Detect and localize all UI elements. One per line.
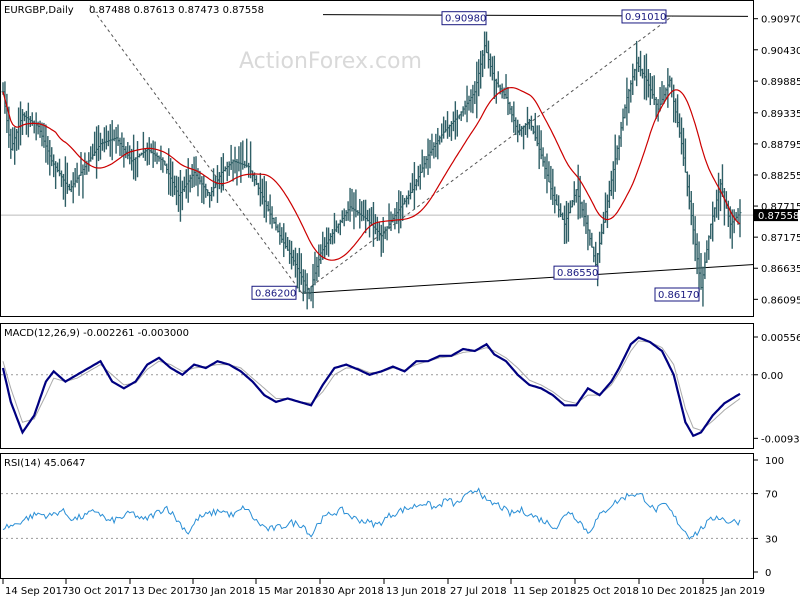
macd-panel: 0.005567 0.00 -0.00937	[1, 333, 800, 445]
price-annotations: 0.90980 0.91010 0.86200 0.86550 0.86170	[251, 9, 700, 302]
moving-average-line	[2, 86, 741, 261]
x-tick-label: 13 Jun 2018	[386, 586, 446, 597]
annotation-box	[654, 287, 700, 302]
price-ytick-label: 0.87715	[761, 202, 800, 213]
moving-average	[2, 86, 741, 261]
price-ytick-label: 0.87175	[761, 233, 800, 244]
annotation-box	[553, 265, 599, 280]
macd-ytick-label: -0.00937	[761, 434, 800, 445]
price-annotation: 0.91010	[621, 9, 667, 24]
rsi-ytick-label: 100	[765, 456, 784, 467]
bottom-support-line	[301, 263, 755, 294]
top-channel-line	[322, 14, 749, 17]
x-tick-label: 11 Sep 2018	[513, 586, 576, 597]
annotation-label: 0.86200	[255, 288, 296, 299]
annotation-label: 0.91010	[625, 12, 666, 23]
price-annotation: 0.90980	[441, 11, 487, 26]
price-y-axis: 0.90970 0.90430 0.89885 0.89335 0.88795 0.882…	[754, 15, 800, 306]
rising-dashed-trend	[301, 15, 673, 294]
macd-ytick-label: 0.005567	[761, 333, 800, 344]
price-ytick-label: 0.89335	[761, 109, 800, 120]
x-tick-label: 10 Dec 2018	[641, 586, 705, 597]
watermark: ActionForex.com	[239, 49, 422, 74]
x-tick-label: 25 Jan 2019	[705, 586, 765, 597]
chart-ohlc: 0.87488 0.87613 0.87473 0.87558	[89, 5, 264, 16]
rsi-ytick-label: 70	[765, 490, 778, 501]
x-tick-label: 14 Sep 2017	[5, 586, 68, 597]
chart-symbol: EURGBP,Daily	[4, 5, 74, 16]
annotation-label: 0.90980	[445, 14, 486, 25]
trendlines	[89, 5, 755, 294]
last-price-label: 0.87558	[758, 211, 799, 222]
price-ytick-label: 0.90430	[761, 46, 800, 57]
last-price-tag	[754, 209, 798, 222]
price-ytick-label: 0.88795	[761, 140, 800, 151]
rsi-ytick-label: 30	[765, 534, 778, 545]
macd-label: MACD(12,26,9) -0.002261 -0.003000	[4, 328, 189, 339]
price-ytick-label: 0.90970	[761, 15, 800, 26]
macd-series-macd	[1, 336, 741, 438]
annotation-label: 0.86550	[557, 268, 598, 279]
macd-series-signal	[2, 340, 741, 431]
price-ytick-label: 0.89885	[761, 77, 800, 88]
price-panel-frame	[0, 0, 754, 317]
rsi-ytick-label: 0	[765, 568, 771, 579]
price-annotation: 0.86200	[251, 285, 297, 300]
rsi-panel-frame	[0, 453, 754, 579]
x-tick-label: 13 Dec 2017	[132, 586, 196, 597]
price-ytick-label: 0.86095	[761, 295, 800, 306]
macd-panel-frame	[0, 323, 754, 449]
x-tick-label: 27 Jul 2018	[450, 586, 507, 597]
annotation-label: 0.86170	[658, 290, 699, 301]
price-annotation: 0.86170	[654, 287, 700, 302]
x-tick-label: 30 Apr 2018	[322, 586, 384, 597]
price-ytick-label: 0.86635	[761, 264, 800, 275]
x-tick-label: 30 Jan 2018	[195, 586, 255, 597]
annotation-box	[251, 285, 297, 300]
x-tick-label: 25 Oct 2018	[577, 586, 639, 597]
macd-ytick-label: 0.00	[761, 371, 783, 382]
rsi-line	[2, 487, 741, 540]
x-axis: 14 Sep 2017 30 Oct 2017 13 Dec 2017 30 Jan …	[2, 579, 765, 597]
price-ytick-label: 0.88255	[761, 171, 800, 182]
rsi-panel: 100 70 30 0	[1, 456, 784, 579]
x-tick-label: 15 Mar 2018	[258, 586, 321, 597]
rsi-label: RSI(14) 45.0647	[4, 458, 85, 469]
price-bars	[1, 31, 742, 310]
annotation-box	[621, 9, 667, 24]
annotation-box	[441, 11, 487, 26]
price-annotation: 0.86550	[553, 265, 599, 280]
x-tick-label: 30 Oct 2017	[68, 586, 130, 597]
